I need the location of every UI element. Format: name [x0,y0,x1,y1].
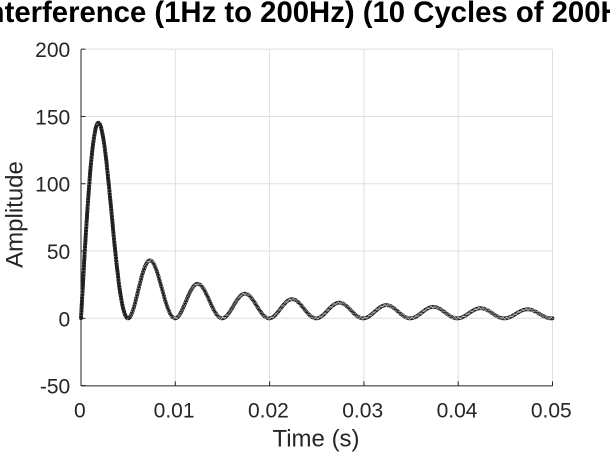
svg-text:50: 50 [47,241,70,264]
svg-text:0.03: 0.03 [342,399,383,422]
svg-text:Amplitude: Amplitude [2,161,29,268]
svg-text:Time (s): Time (s) [272,426,359,453]
svg-text:Interference (1Hz to 200Hz) (1: Interference (1Hz to 200Hz) (10 Cycles o… [0,0,610,29]
svg-text:0.04: 0.04 [437,399,478,422]
svg-text:-50: -50 [40,376,70,399]
svg-text:0.01: 0.01 [154,399,195,422]
svg-text:0: 0 [59,308,71,331]
svg-text:0.02: 0.02 [248,399,289,422]
svg-text:0.05: 0.05 [531,399,572,422]
svg-text:100: 100 [35,174,70,197]
svg-text:0: 0 [74,399,86,422]
svg-text:200: 200 [35,39,70,62]
svg-text:150: 150 [35,106,70,129]
